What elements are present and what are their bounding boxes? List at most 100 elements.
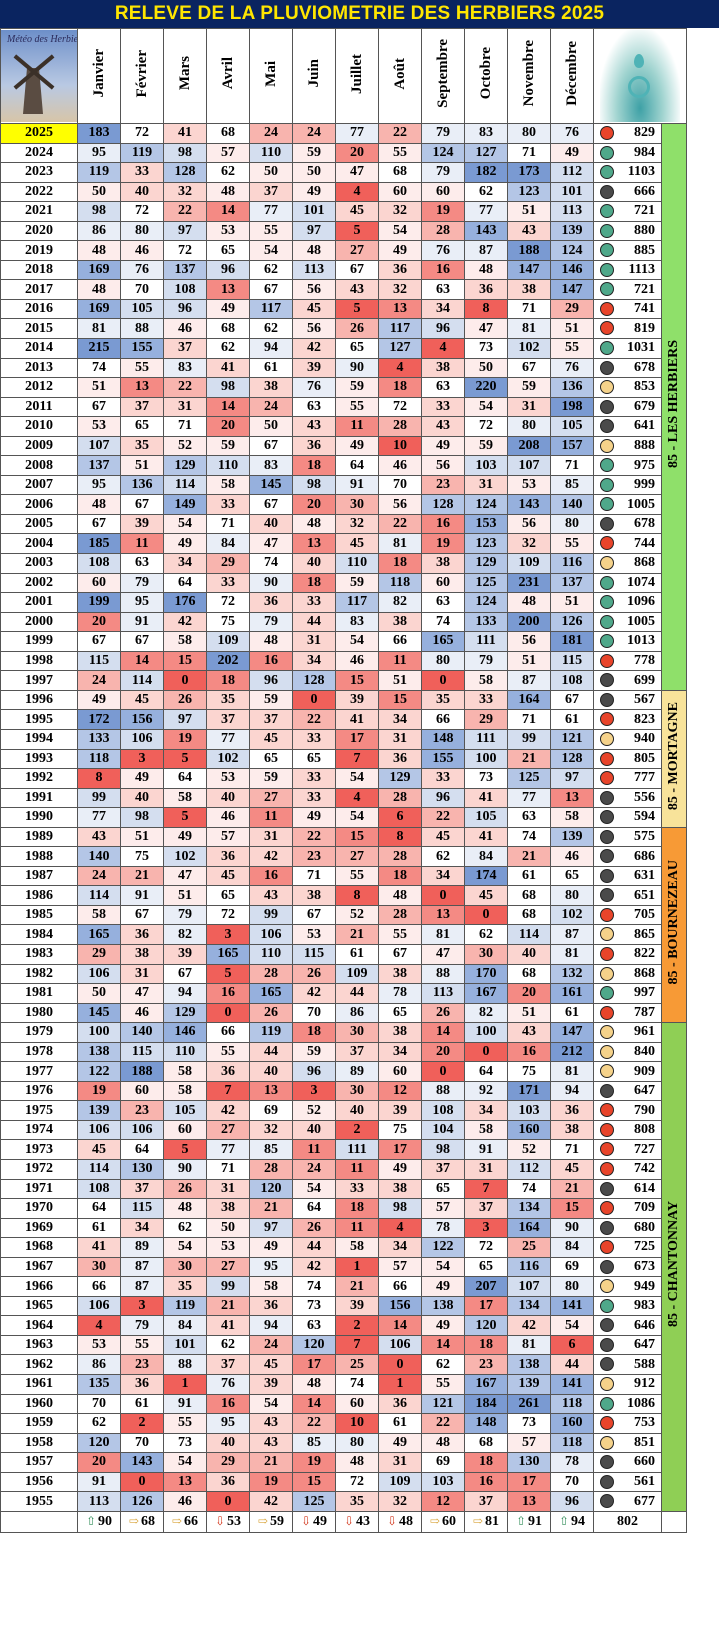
rain-value-cell: 141 (550, 1295, 594, 1317)
rain-value-cell: 65 (378, 1002, 422, 1024)
year-row: 2008 137 51 129 110 83 18 64 46 56 103 107 71 975 (0, 455, 687, 476)
rain-value-cell: 60 (378, 1061, 422, 1082)
rain-value-cell: 54 (292, 1178, 336, 1200)
rain-value-cell: 16 (507, 1041, 551, 1063)
rain-value-cell: 30 (163, 1256, 207, 1278)
rain-value-cell: 34 (292, 650, 336, 672)
rain-value-cell: 106 (77, 1295, 121, 1317)
rain-value-cell: 56 (378, 494, 422, 515)
status-dot-icon (600, 1005, 614, 1020)
rain-value-cell: 27 (335, 846, 379, 867)
rain-value-cell: 36 (550, 1100, 594, 1121)
rain-value-cell: 29 (206, 553, 250, 574)
year-row: 2017 48 70 108 13 67 56 43 32 63 36 38 147 721 (0, 279, 687, 300)
rain-value-cell: 6 (378, 807, 422, 828)
rain-value-cell: 79 (163, 904, 207, 926)
annual-total-value: 705 (634, 907, 655, 923)
rain-value-cell: 62 (206, 338, 250, 359)
status-dot-icon (600, 1474, 614, 1489)
status-dot-icon (600, 1044, 614, 1059)
annual-total-cell: 679 (593, 396, 662, 418)
rain-value-cell: 80 (507, 416, 551, 437)
year-row: 1972 114 130 90 71 28 24 11 49 37 31 112 45 742 (0, 1158, 687, 1180)
rain-value-cell: 160 (550, 1413, 594, 1434)
rain-value-cell: 31 (206, 1178, 250, 1200)
average-value-cell: ⇩ 48 (378, 1510, 422, 1533)
rain-value-cell: 44 (335, 983, 379, 1004)
annual-total-value: 594 (634, 809, 655, 825)
rain-value-cell: 123 (507, 181, 551, 203)
annual-total-cell: 912 (593, 1374, 662, 1395)
rain-value-cell: 67 (378, 943, 422, 965)
rain-value-cell: 29 (206, 1452, 250, 1473)
average-value-cell: ⇨ 68 (120, 1510, 164, 1533)
rain-value-cell: 48 (464, 259, 508, 281)
rain-value-cell: 64 (77, 1198, 121, 1219)
rain-value-cell: 145 (77, 1002, 121, 1024)
rain-value-cell: 107 (507, 455, 551, 476)
rain-value-cell: 43 (249, 1432, 293, 1454)
rain-value-cell: 59 (206, 435, 250, 457)
annual-total-value: 1103 (627, 164, 655, 180)
year-row: 1975 139 23 105 42 69 52 40 39 108 34 103 36 790 (0, 1100, 687, 1121)
rain-value-cell: 42 (507, 1315, 551, 1336)
annual-total-cell: 1005 (593, 611, 662, 633)
rain-value-cell: 13 (550, 787, 594, 809)
year-row: 1961 135 36 1 76 39 48 74 1 55 167 139 141 912 (0, 1374, 687, 1395)
rain-value-cell: 85 (292, 1432, 336, 1454)
rain-value-cell: 56 (507, 631, 551, 652)
rain-value-cell: 15 (292, 1471, 336, 1493)
rain-value-cell: 54 (464, 396, 508, 418)
rain-value-cell: 97 (249, 1217, 293, 1239)
year-row: 2016 169 105 96 49 117 45 5 13 34 8 71 29 741 (0, 298, 687, 320)
annual-total-cell: 614 (593, 1178, 662, 1200)
rain-value-cell: 113 (292, 259, 336, 281)
rain-value-cell: 106 (249, 924, 293, 945)
rain-value-cell: 110 (335, 553, 379, 574)
rain-value-cell: 96 (421, 787, 465, 809)
status-dot-icon (600, 1240, 614, 1255)
rain-value-cell: 34 (421, 298, 465, 320)
water-drop-icon (600, 30, 680, 122)
rain-value-cell: 73 (464, 338, 508, 359)
rain-value-cell: 56 (421, 455, 465, 476)
annual-total-value: 721 (634, 281, 655, 297)
rain-value-cell: 172 (77, 709, 121, 730)
rain-value-cell: 26 (292, 1217, 336, 1239)
rain-value-cell: 45 (335, 533, 379, 555)
rain-value-cell: 60 (378, 181, 422, 203)
annual-total-value: 885 (634, 242, 655, 258)
rain-value-cell: 72 (206, 592, 250, 613)
rain-value-cell: 0 (421, 670, 465, 691)
status-dot-icon (600, 1220, 614, 1235)
rain-value-cell: 102 (206, 748, 250, 770)
rain-value-cell: 121 (421, 1393, 465, 1415)
status-dot-icon (600, 282, 614, 297)
rain-value-cell: 38 (378, 611, 422, 633)
rain-value-cell: 55 (163, 1413, 207, 1434)
status-dot-icon (600, 360, 614, 375)
month-header: Mai (249, 28, 293, 124)
annual-total-value: 778 (634, 653, 655, 669)
rain-value-cell: 82 (464, 1002, 508, 1024)
annual-total-cell: 778 (593, 650, 662, 672)
rain-value-cell: 44 (292, 1237, 336, 1258)
status-dot-icon (600, 1357, 614, 1372)
rain-value-cell: 124 (464, 494, 508, 515)
rain-value-cell: 12 (421, 1491, 465, 1512)
rain-value-cell: 40 (292, 553, 336, 574)
rain-value-cell: 109 (206, 631, 250, 652)
rain-value-cell: 50 (206, 1217, 250, 1239)
rain-value-cell: 45 (335, 201, 379, 222)
annual-total-cell: 741 (593, 298, 662, 320)
annual-total-cell: 1086 (593, 1393, 662, 1415)
rain-value-cell: 56 (507, 513, 551, 535)
rain-value-cell: 40 (507, 943, 551, 965)
rain-value-cell: 64 (335, 455, 379, 476)
rain-value-cell: 139 (77, 1100, 121, 1121)
rain-value-cell: 50 (249, 162, 293, 183)
rain-value-cell: 63 (120, 553, 164, 574)
rain-value-cell: 54 (163, 1452, 207, 1473)
rain-value-cell: 14 (120, 650, 164, 672)
rain-value-cell: 136 (550, 377, 594, 398)
